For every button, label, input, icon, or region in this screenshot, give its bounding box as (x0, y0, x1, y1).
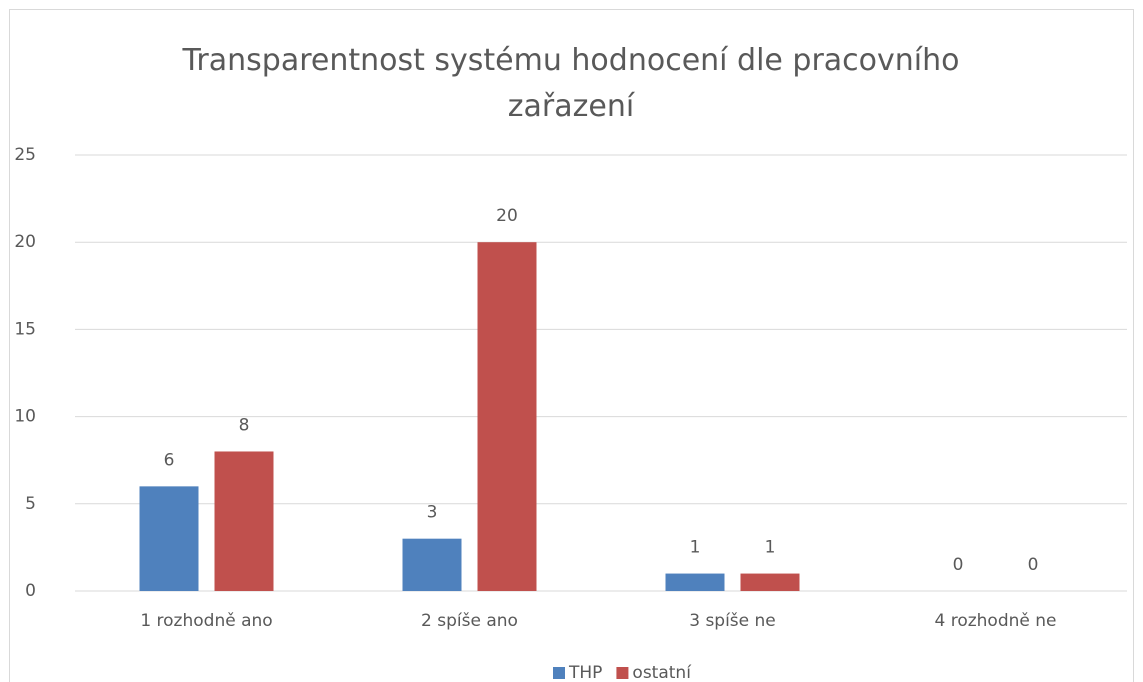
x-tick-label: 1 rozhodně ano (140, 611, 272, 631)
data-label: 6 (164, 450, 175, 470)
y-tick-label: 5 (25, 494, 36, 514)
y-tick-label: 25 (14, 145, 36, 165)
data-label: 1 (690, 538, 701, 558)
data-label: 20 (496, 206, 518, 226)
y-tick-label: 10 (14, 407, 36, 427)
y-tick-label: 0 (25, 581, 36, 601)
data-label: 8 (239, 415, 250, 435)
bar (477, 242, 537, 591)
legend-swatch (553, 667, 565, 679)
y-tick-label: 20 (14, 232, 36, 252)
bar (402, 538, 462, 591)
legend-swatch (616, 667, 629, 679)
bar (214, 451, 274, 591)
data-label: 1 (765, 538, 776, 558)
x-tick-label: 3 spíše ne (689, 611, 776, 631)
bar (139, 486, 199, 591)
chart-border (9, 9, 1134, 682)
bar (740, 573, 800, 591)
data-label: 3 (427, 503, 438, 523)
bar (665, 573, 725, 591)
y-tick-label: 15 (14, 319, 36, 339)
legend-label: ostatní (632, 663, 692, 682)
data-label: 0 (953, 555, 964, 575)
legend-label: THP (568, 663, 602, 682)
data-label: 0 (1028, 555, 1039, 575)
x-tick-label: 2 spíše ano (421, 611, 518, 631)
chart-title: Transparentnost systému hodnocení dle pr… (182, 43, 960, 124)
x-tick-label: 4 rozhodně ne (935, 611, 1057, 631)
